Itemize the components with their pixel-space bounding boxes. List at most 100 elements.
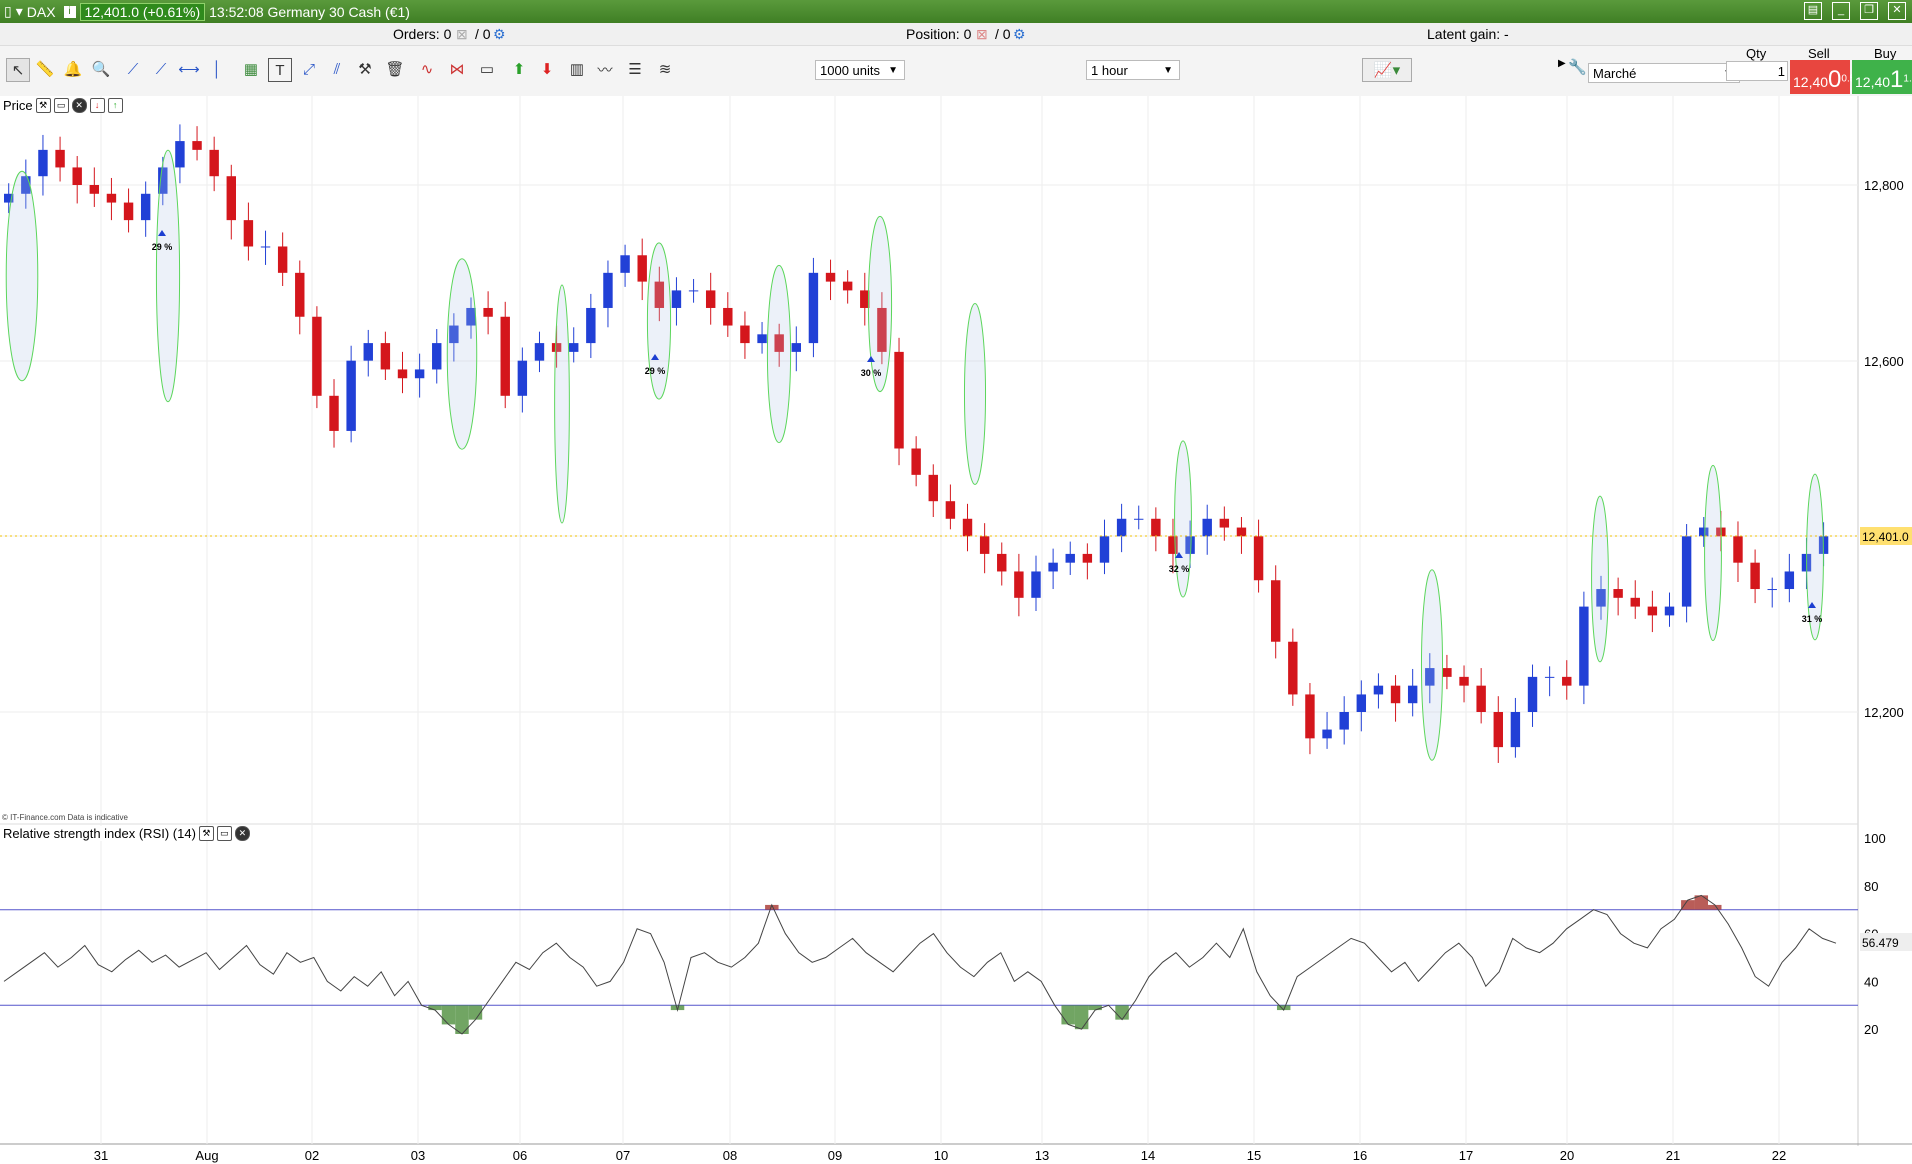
rsi-line [3,894,1837,1035]
tools-icon[interactable]: ⚒ [358,61,372,78]
pattern-arrow-icon [1175,552,1183,558]
chart-canvas[interactable]: 31 Aug 02 03 06 07 08 09 10 13 14 15 16 17 20 21 22 12,80… [0,96,1912,1164]
candle-body [1579,606,1589,686]
sell-price-sup: 0.5 [1841,73,1856,85]
ray-tool-icon[interactable]: ⟋ [155,60,167,78]
candle-body [603,272,613,308]
ruler-tool-icon[interactable]: 📏 [35,61,55,78]
pattern-ellipse [554,284,570,524]
candle-body [449,325,459,344]
pattern-ellipse [867,215,893,393]
candle-body [55,149,65,168]
candle-body [1699,527,1709,537]
rsi-oversold-fill [1074,1005,1089,1030]
close-icon[interactable]: ✕ [1888,2,1906,20]
close-icon[interactable]: ✕ [71,98,87,113]
wrench-icon[interactable]: ⚒ [35,98,51,113]
minimize-icon[interactable]: _ [1832,2,1850,20]
timeframe-select[interactable]: 1 hour ▼ [1086,60,1180,80]
candle-body [1681,536,1692,607]
candle-body [312,316,322,396]
candle-body [21,176,31,194]
chart-type-icon[interactable]: 📈▾ [1362,58,1412,82]
wrench-icon[interactable]: 🔧 [1568,59,1587,76]
alert-bell-icon[interactable]: 🔔 [63,61,83,78]
restore-icon[interactable]: ❐ [1860,2,1878,20]
candle-body [1664,606,1675,616]
pattern-icon[interactable]: ⋈ [449,61,465,78]
sell-button[interactable]: 12,4000.5 [1790,60,1855,94]
sell-price-big: 0 [1828,66,1842,93]
pointer-tool-icon[interactable]: ↖ [6,58,30,82]
x-tick-label: 31 [94,1148,108,1163]
rsi-oversold-fill [1061,1005,1075,1025]
candle-body [1544,676,1555,678]
trash-icon[interactable]: 🗑 [385,61,405,78]
info-icon[interactable]: i [63,5,76,18]
channel-tool-icon[interactable]: ⤢ [302,60,315,78]
wrench-icon[interactable]: ⚒ [198,826,214,841]
symbol-label[interactable]: DAX [26,3,56,20]
rsi-overbought-fill [1681,900,1695,910]
title-bar: ▯ ▾ DAX i 12,401.0 (+0.61%) 13:52:08 Ger… [0,0,1912,23]
horizontal-line-icon[interactable]: ⟷ [178,61,200,78]
candle-body [962,518,973,537]
candle-body [466,307,476,326]
move-up-icon[interactable]: ↑ [107,98,123,113]
rsi-value-label: 56.479 [1862,936,1899,950]
candle-body [38,149,48,177]
candle-body [1082,553,1093,563]
parallel-lines-icon[interactable]: ⫽ [333,60,341,78]
window-icon[interactable]: ▭ [216,826,232,841]
candle-body [1459,676,1469,686]
collapse-arrow-icon[interactable]: ▶ [1558,58,1566,69]
orders-cancel-icon[interactable]: ⊠ [456,26,468,42]
units-select[interactable]: 1000 units ▼ [815,60,905,80]
candle-body [620,255,630,273]
order-type-select[interactable]: Marché▼ [1588,63,1740,83]
text-tool-icon[interactable]: T [268,58,292,82]
candle-body [380,343,391,370]
horizontal-lines-icon[interactable]: ☰ [628,61,642,78]
qty-input[interactable] [1726,61,1788,81]
candle-body [1373,685,1384,695]
buy-button[interactable]: 12,4011.5 [1852,60,1912,94]
candle-body [397,369,408,379]
chevron-down-icon[interactable]: ▾ [15,3,23,19]
window-controls: ▤ _ ❐ ✕ [1804,2,1906,20]
rsi-oversold-fill [1088,1005,1102,1011]
position-cancel-icon[interactable]: ⊠ [976,26,988,42]
indicator-icon[interactable]: 〰 [597,61,613,79]
window-icon[interactable]: ▯ [4,3,12,19]
attribution-text: © IT-Finance.com Data is indicative [2,813,128,822]
move-down-icon[interactable]: ↓ [89,98,105,113]
rsi-overbought-fill [1708,904,1722,910]
candle-body [877,307,887,352]
x-tick-label: 09 [828,1148,842,1163]
vertical-line-icon[interactable]: │ [212,60,222,78]
segment-tool-icon[interactable]: ⟋ [127,60,139,78]
keyboard-icon[interactable]: ▤ [1804,2,1822,20]
candle-body [432,343,442,370]
window-icon[interactable]: ▭ [53,98,69,113]
position-settings-icon[interactable]: ⚙ [1013,26,1026,42]
currency-lines-icon[interactable]: ≋ [658,61,672,78]
orders-settings-icon[interactable]: ⚙ [493,26,506,42]
candle-body [1065,553,1075,563]
candle-body [414,369,425,379]
close-icon[interactable]: ✕ [234,826,250,841]
zoom-icon[interactable]: 🔍 [91,61,111,78]
position-count: / 0 [995,26,1011,42]
buy-arrow-icon[interactable]: ⬆ [512,61,526,78]
sell-arrow-icon[interactable]: ⬇ [540,61,554,78]
buy-price-sup: 1.5 [1903,73,1912,85]
price-change-badge: 12,401.0 (+0.61%) [79,2,206,21]
candle-body [1151,518,1161,537]
rsi-oversold-fill [670,1005,685,1011]
fibonacci-icon[interactable]: ▦ [243,61,259,78]
candle-body [860,290,870,308]
volume-bars-icon[interactable]: ▥ [569,61,585,78]
x-tick-label: 20 [1560,1148,1574,1163]
rectangle-tool-icon[interactable]: ▭ [479,61,495,78]
wave-pattern-icon[interactable]: ∿ [420,61,434,78]
